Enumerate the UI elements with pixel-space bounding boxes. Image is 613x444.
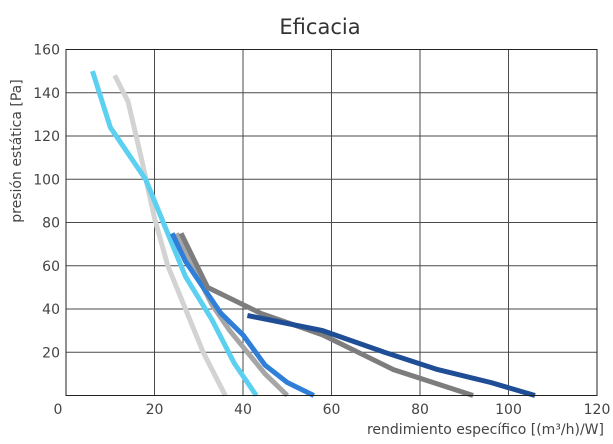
- plot-frame: [65, 49, 598, 396]
- y-tick-labels: 20 40 60 80 100 120 140 160: [33, 43, 60, 362]
- y-tick-label: 40: [42, 302, 60, 318]
- x-tick-label: 80: [411, 402, 429, 418]
- y-tick-label: 80: [42, 216, 60, 232]
- x-tick-labels: 0 20 40 60 80 100 120: [54, 402, 611, 418]
- chart-title: Eficacia: [279, 15, 360, 39]
- series-layer: [90, 70, 536, 398]
- y-tick-label: 20: [42, 345, 60, 361]
- series-line-6: [246, 313, 536, 398]
- x-tick-label: 40: [234, 402, 252, 418]
- x-tick-label: 100: [495, 402, 522, 418]
- grid: [66, 49, 597, 396]
- y-tick-label: 60: [42, 259, 60, 275]
- x-tick-label: 120: [584, 402, 611, 418]
- x-tick-label: 20: [146, 402, 164, 418]
- y-axis-label: presión estática [Pa]: [9, 79, 25, 222]
- series-line-1: [112, 74, 228, 397]
- y-tick-label: 120: [33, 129, 60, 145]
- x-tick-label: 0: [54, 402, 63, 418]
- y-tick-label: 160: [33, 43, 60, 59]
- x-tick-label: 60: [323, 402, 341, 418]
- x-axis-label: rendimiento específico [(m³/h)/W]: [367, 422, 604, 438]
- series-line-4: [169, 232, 315, 398]
- y-tick-label: 100: [33, 172, 60, 188]
- y-tick-label: 140: [33, 86, 60, 102]
- series-line-2: [90, 70, 259, 397]
